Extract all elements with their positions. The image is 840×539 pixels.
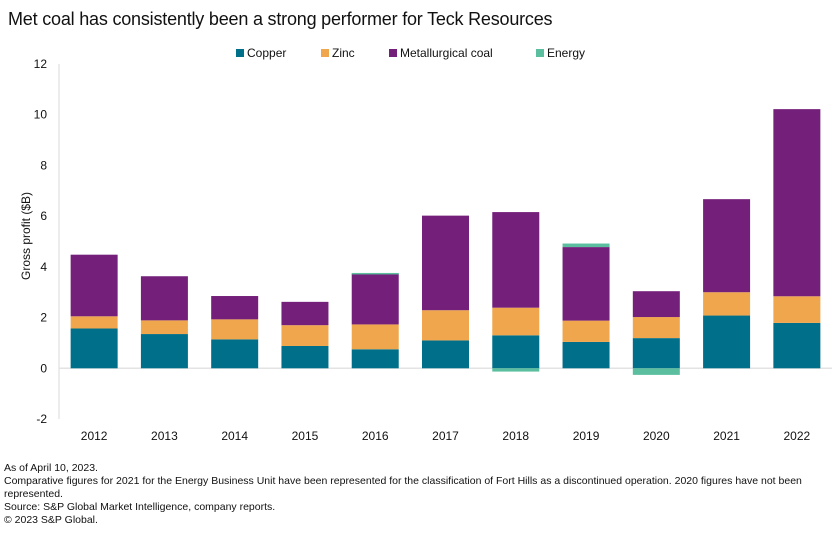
- legend-label-energy: Energy: [547, 46, 586, 60]
- x-tick-label: 2022: [784, 429, 811, 443]
- x-tick-label: 2016: [362, 429, 389, 443]
- y-tick-label: 12: [34, 57, 48, 71]
- bar-zinc-2013: [140, 320, 188, 335]
- footnote-comparative: Comparative figures for 2021 for the Ene…: [4, 475, 802, 500]
- footnote-source: Source: S&P Global Market Intelligence, …: [4, 501, 276, 513]
- legend-swatch-zinc: [321, 49, 329, 57]
- legend-label-copper: Copper: [247, 46, 287, 60]
- bar-zinc-2022: [773, 296, 821, 323]
- y-tick-labels: -2 0 2 4 6 8 10 12: [34, 57, 48, 426]
- legend-item-copper: Copper: [236, 46, 286, 60]
- x-tick-label: 2018: [502, 429, 529, 443]
- legend-item-zinc: Zinc: [321, 46, 355, 60]
- bar-metallurgical-coal-2018: [492, 212, 540, 308]
- bar-metallurgical-coal-2013: [140, 276, 188, 321]
- bar-metallurgical-coal-2022: [773, 109, 821, 297]
- y-tick-label: 0: [40, 361, 47, 375]
- bar-copper-2021: [703, 315, 751, 369]
- x-tick-label: 2021: [713, 429, 740, 443]
- bar-zinc-2015: [281, 325, 329, 346]
- x-tick-label: 2019: [573, 429, 600, 443]
- x-tick-label: 2017: [432, 429, 459, 443]
- x-tick-label: 2013: [151, 429, 178, 443]
- y-tick-label: 6: [40, 209, 47, 223]
- bar-zinc-2012: [70, 316, 118, 329]
- bar-copper-2019: [562, 341, 610, 369]
- x-tick-label: 2015: [292, 429, 319, 443]
- chart-title: Met coal has consistently been a strong …: [8, 9, 553, 29]
- bar-metallurgical-coal-2016: [351, 273, 399, 325]
- x-tick-label: 2014: [221, 429, 248, 443]
- bar-copper-2016: [351, 349, 399, 369]
- bar-zinc-2020: [632, 317, 680, 339]
- bars: [70, 109, 821, 375]
- legend-label-zinc: Zinc: [332, 46, 355, 60]
- bar-metallurgical-coal-2019: [562, 247, 610, 321]
- footnotes: As of April 10, 2023. Comparative figure…: [4, 462, 834, 527]
- x-tick-labels: 2012 2013 2014 2015 2016 2017 2018 2019 2020 2021…: [81, 429, 811, 443]
- bar-zinc-2019: [562, 320, 610, 342]
- legend-swatch-metallurgical-coal: [389, 49, 397, 57]
- bar-metallurgical-coal-2015: [281, 301, 329, 326]
- bar-metallurgical-coal-2017: [422, 215, 469, 311]
- bar-copper-2020: [632, 338, 680, 369]
- y-tick-label: 8: [40, 158, 47, 172]
- bar-copper-2015: [281, 345, 329, 369]
- bar-energy-2019: [562, 243, 610, 248]
- y-tick-label: -2: [36, 412, 47, 426]
- footnote-as-of: As of April 10, 2023.: [4, 462, 98, 474]
- legend-item-metallurgical-coal: Metallurgical coal: [389, 46, 493, 60]
- bar-energy-2016: [351, 272, 399, 275]
- bar-zinc-2018: [492, 307, 540, 336]
- bar-copper-2017: [422, 340, 469, 369]
- bar-copper-2014: [211, 339, 259, 369]
- x-tick-label: 2012: [81, 429, 108, 443]
- y-tick-label: 4: [40, 260, 47, 274]
- chart-plot: -2 0 2 4 6 8 10 12 2012 2013 2014 2015 2016 2017 2018…: [19, 57, 832, 443]
- bar-copper-2018: [492, 335, 540, 369]
- bar-metallurgical-coal-2014: [211, 296, 259, 320]
- bar-metallurgical-coal-2012: [70, 254, 118, 317]
- bar-energy-2020: [632, 368, 680, 375]
- bar-zinc-2014: [211, 319, 259, 340]
- legend-swatch-energy: [536, 49, 544, 57]
- y-tick-label: 10: [34, 108, 48, 122]
- bar-metallurgical-coal-2021: [703, 199, 751, 293]
- bar-energy-2018: [492, 368, 540, 372]
- bar-copper-2012: [70, 328, 118, 369]
- bar-zinc-2021: [703, 292, 751, 316]
- legend-label-metallurgical-coal: Metallurgical coal: [400, 46, 493, 60]
- bar-zinc-2016: [351, 324, 399, 350]
- bar-copper-2022: [773, 322, 821, 369]
- legend-item-energy: Energy: [536, 46, 585, 60]
- x-tick-label: 2020: [643, 429, 670, 443]
- legend-swatch-copper: [236, 49, 244, 57]
- bar-metallurgical-coal-2020: [632, 291, 680, 318]
- footnote-copyright: © 2023 S&P Global.: [4, 514, 98, 526]
- bar-zinc-2017: [422, 310, 469, 341]
- bar-copper-2013: [140, 334, 188, 369]
- y-tick-label: 2: [40, 311, 47, 325]
- y-axis-label: Gross profit ($B): [19, 192, 33, 280]
- chart-legend: Copper Zinc Metallurgical coal Energy: [0, 46, 840, 62]
